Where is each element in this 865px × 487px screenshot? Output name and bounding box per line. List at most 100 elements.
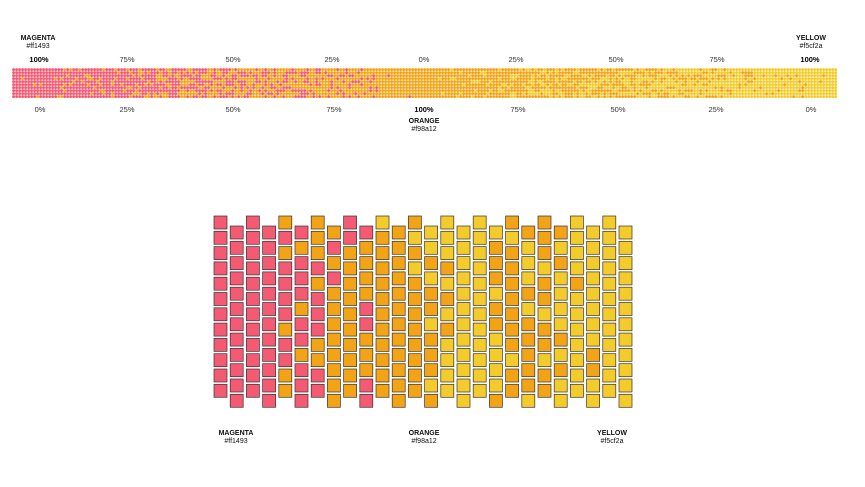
strip-dot	[201, 86, 205, 90]
mosaic-square	[359, 393, 374, 408]
strip-dot	[117, 86, 121, 90]
strip-dot	[264, 83, 268, 87]
strip-dot	[246, 92, 250, 96]
strip-dot	[342, 68, 346, 72]
strip-dot	[129, 80, 133, 84]
strip-dot	[297, 89, 301, 93]
strip-dot	[315, 86, 319, 90]
strip-dot	[318, 74, 322, 78]
mosaic-square	[294, 332, 309, 347]
strip-dot	[45, 95, 49, 98]
strip-dot	[504, 89, 508, 93]
legend-yellow-name: YELLOW	[597, 430, 627, 437]
strip-dot	[393, 89, 397, 93]
strip-dot	[246, 83, 250, 87]
mosaic-square	[618, 286, 633, 301]
strip-dot	[12, 74, 16, 78]
strip-dot	[261, 95, 265, 98]
strip-dot	[384, 71, 388, 75]
strip-dot	[474, 95, 478, 98]
strip-dot	[504, 71, 508, 75]
strip-dot	[498, 77, 502, 81]
strip-dot	[252, 77, 256, 81]
yellow-label-top: YELLOW #f5cf2a	[796, 35, 826, 51]
strip-dot	[477, 83, 481, 87]
mosaic-square	[278, 307, 293, 322]
strip-dot	[330, 77, 334, 81]
mosaic-square	[424, 317, 438, 332]
strip-dot	[213, 95, 217, 98]
strip-dot	[366, 83, 370, 87]
strip-dot	[123, 68, 127, 72]
strip-dot	[288, 68, 292, 72]
strip-dot	[525, 92, 529, 96]
strip-dot	[207, 68, 211, 72]
strip-dot	[330, 92, 334, 96]
strip-dot	[72, 74, 76, 78]
strip-dot	[360, 92, 364, 96]
mosaic-square	[278, 353, 293, 368]
strip-dot	[483, 92, 487, 96]
strip-dot	[396, 77, 400, 81]
strip-dot	[24, 71, 28, 75]
strip-dot	[93, 68, 97, 72]
strip-dot	[429, 89, 433, 93]
strip-dot	[405, 74, 409, 78]
strip-dot	[492, 89, 496, 93]
strip-dot	[174, 83, 178, 87]
strip-dot	[159, 83, 163, 87]
strip-dot	[276, 89, 280, 93]
strip-dot	[327, 74, 331, 78]
strip-dot	[483, 77, 487, 81]
strip-dot	[324, 95, 328, 98]
strip-dot	[150, 89, 154, 93]
strip-dot	[144, 71, 148, 75]
mosaic-square	[521, 240, 536, 255]
strip-dot	[168, 74, 172, 78]
strip-dot	[132, 86, 136, 90]
strip-dot	[411, 71, 415, 75]
strip-dot	[408, 74, 412, 78]
mosaic-square	[521, 378, 536, 393]
strip-dot	[411, 68, 415, 72]
strip-dot	[165, 89, 169, 93]
mosaic-square	[505, 276, 519, 291]
mosaic-square	[570, 261, 584, 276]
strip-dot	[315, 77, 319, 81]
strip-dot	[99, 80, 103, 84]
strip-dot	[213, 83, 217, 87]
mosaic-square	[262, 317, 276, 332]
mosaic-square	[570, 292, 584, 306]
strip-dot	[246, 80, 250, 84]
mosaic-square	[586, 256, 600, 270]
strip-dot	[498, 95, 502, 98]
strip-dot	[159, 74, 163, 78]
strip-dot	[213, 77, 217, 81]
strip-dot	[300, 80, 304, 84]
strip-dot	[465, 71, 469, 75]
strip-dot	[405, 83, 409, 87]
mosaic-square	[278, 261, 293, 276]
strip-dot	[306, 74, 310, 78]
strip-dot	[357, 68, 361, 72]
strip-dot	[462, 95, 466, 98]
strip-dot	[264, 86, 268, 90]
legend-orange-hex: #f98a12	[411, 438, 437, 445]
strip-dot	[57, 74, 61, 78]
strip-dot	[246, 89, 250, 93]
strip-dot	[105, 86, 109, 90]
mosaic-square	[343, 338, 357, 352]
strip-dot	[96, 89, 100, 93]
strip-dot	[27, 83, 31, 87]
strip-dot	[459, 89, 463, 93]
strip-dot	[321, 71, 325, 75]
strip-dot	[111, 71, 115, 75]
mosaic-square	[570, 322, 584, 337]
strip-dot	[474, 80, 478, 84]
strip-dot	[237, 89, 241, 93]
strip-dot	[519, 80, 523, 84]
strip-dot	[456, 95, 460, 98]
strip-dot	[285, 68, 289, 72]
strip-dot	[294, 80, 298, 84]
strip-dot	[234, 71, 238, 75]
